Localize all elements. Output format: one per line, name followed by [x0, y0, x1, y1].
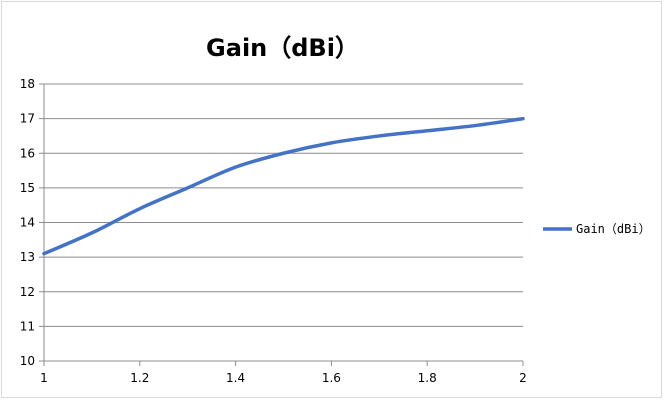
x-tick-labels: 1 1.2 1.4 1.6 1.8 2	[40, 371, 527, 385]
legend: Gain（dBi）	[543, 222, 651, 236]
x-tick-label: 2	[519, 371, 527, 385]
y-tick-label: 16	[20, 146, 35, 160]
x-tick-label: 1.2	[130, 371, 149, 385]
y-tick-label: 18	[20, 77, 35, 91]
chart-title: Gain（dBi）	[206, 34, 359, 62]
x-tick-label: 1.4	[226, 371, 245, 385]
x-tick-label: 1.6	[322, 371, 341, 385]
y-tick-label: 17	[20, 112, 35, 126]
legend-label: Gain（dBi）	[576, 222, 651, 236]
series-line-gain	[42, 116, 525, 256]
axes	[39, 83, 524, 366]
y-tick-label: 14	[20, 216, 35, 230]
grid-lines	[44, 83, 523, 327]
y-tick-label: 11	[20, 319, 35, 333]
x-tick-label: 1	[40, 371, 48, 385]
y-tick-label: 13	[20, 250, 35, 264]
y-tick-label: 12	[20, 285, 35, 299]
x-tick-label: 1.8	[418, 371, 437, 385]
y-tick-labels: 10 11 12 13 14 15 16 17 18	[20, 77, 35, 368]
series-group	[42, 116, 525, 256]
y-tick-label: 10	[20, 354, 35, 368]
y-tick-label: 15	[20, 181, 35, 195]
